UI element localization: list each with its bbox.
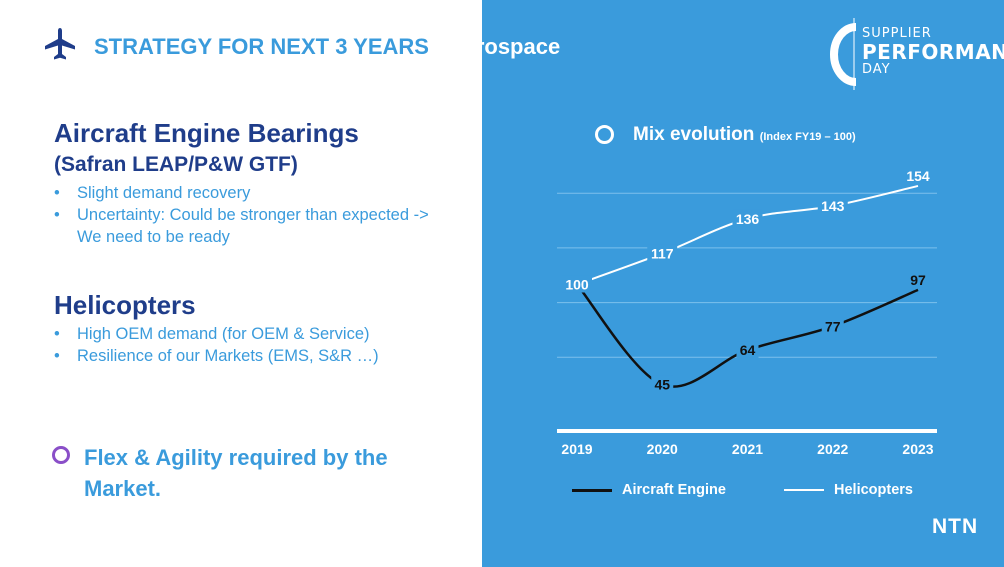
title-suffix: - Aerospace bbox=[435, 34, 561, 59]
chart-title-main: Mix evolution bbox=[633, 124, 755, 145]
legend-label: Aircraft Engine bbox=[622, 482, 726, 498]
x-tick-label: 2023 bbox=[902, 441, 933, 457]
data-label-bg bbox=[736, 341, 759, 359]
section-helicopters-heading: Helicopters bbox=[54, 290, 196, 320]
x-tick-label: 2021 bbox=[732, 441, 763, 457]
section-engine-heading: Aircraft Engine Bearings bbox=[54, 118, 359, 148]
data-label: 45 bbox=[654, 377, 670, 393]
callout-text: Flex & Agility required by the Market. bbox=[84, 445, 388, 501]
legend-item-helicopters: Helicopters bbox=[784, 482, 913, 498]
chart-subtitle: (Index FY19 – 100) bbox=[759, 131, 856, 143]
x-tick-label: 2020 bbox=[647, 441, 678, 457]
chart-ring-icon bbox=[595, 125, 614, 144]
ntn-logo: NTN bbox=[932, 515, 979, 538]
data-label: 100 bbox=[565, 276, 589, 292]
helicopter-bullet-list: High OEM demand (for OEM & Service) Resi… bbox=[54, 323, 474, 367]
supplier-day-logo-icon bbox=[830, 18, 857, 90]
x-tick-label: 2019 bbox=[561, 441, 592, 457]
logo-line-3: DAY bbox=[862, 62, 891, 77]
legend-label: Helicopters bbox=[834, 482, 913, 498]
data-label-bg bbox=[817, 196, 848, 214]
bullet-item: Resilience of our Markets (EMS, S&R …) bbox=[54, 345, 474, 367]
data-label: 154 bbox=[906, 168, 930, 184]
logo-text: SUPPLIER PERFORMANCE DAY bbox=[862, 27, 1004, 77]
data-label-bg bbox=[647, 244, 678, 262]
logo-line-2: PERFORMANCE bbox=[862, 40, 1004, 64]
legend-item-aircraft-engine: Aircraft Engine bbox=[572, 482, 726, 498]
bullet-item: Slight demand recovery bbox=[54, 182, 454, 204]
data-label: 77 bbox=[825, 318, 841, 334]
engine-bullet-list: Slight demand recovery Uncertainty: Coul… bbox=[54, 182, 454, 248]
data-label: 97 bbox=[910, 272, 926, 288]
ring-bullet-icon bbox=[52, 446, 70, 464]
bullet-item: High OEM demand (for OEM & Service) bbox=[54, 323, 474, 345]
page-title: STRATEGY FOR NEXT 3 YEARS - Aerospace bbox=[94, 34, 560, 60]
data-label: 117 bbox=[651, 245, 674, 261]
data-label-bg bbox=[562, 275, 592, 293]
legend-swatch bbox=[572, 488, 612, 492]
section-engine-subheading: (Safran LEAP/P&W GTF) bbox=[54, 153, 298, 176]
chart-title: Mix evolution (Index FY19 – 100) bbox=[633, 124, 856, 146]
mix-evolution-chart: 2019202020212022202310045647797100117136… bbox=[557, 168, 937, 457]
legend-swatch bbox=[784, 489, 824, 491]
data-label: 64 bbox=[740, 342, 756, 358]
data-label: 143 bbox=[821, 198, 845, 214]
data-label-bg bbox=[821, 317, 844, 335]
bullet-item: Uncertainty: Could be stronger than expe… bbox=[54, 204, 454, 248]
data-label-bg bbox=[732, 209, 763, 227]
x-tick-label: 2022 bbox=[817, 441, 848, 457]
left-panel bbox=[0, 0, 482, 567]
series-line-aircraft-engine bbox=[576, 283, 919, 388]
airplane-icon bbox=[45, 28, 75, 60]
data-label-bg bbox=[651, 375, 674, 393]
series-line-helicopters bbox=[576, 184, 919, 286]
title-main: STRATEGY FOR NEXT 3 YEARS bbox=[94, 34, 436, 59]
data-label: 136 bbox=[736, 211, 760, 227]
logo-line-1: SUPPLIER bbox=[862, 26, 932, 41]
